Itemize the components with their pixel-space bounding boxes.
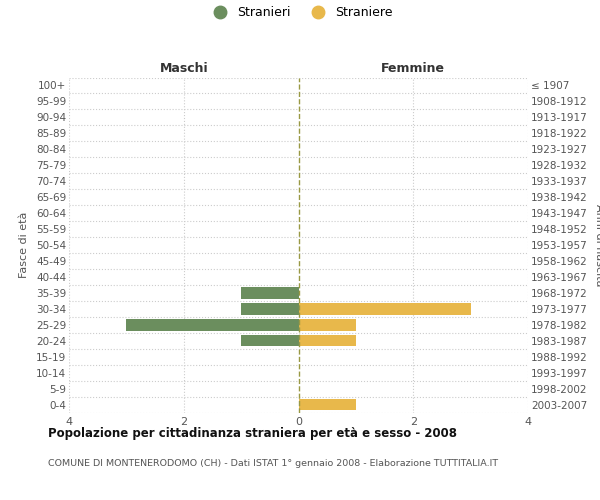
Y-axis label: Anni di nascita: Anni di nascita xyxy=(595,204,600,286)
Bar xyxy=(299,399,356,410)
Legend: Stranieri, Straniere: Stranieri, Straniere xyxy=(202,1,398,24)
Bar xyxy=(241,303,299,314)
Text: COMUNE DI MONTENERODOMO (CH) - Dati ISTAT 1° gennaio 2008 - Elaborazione TUTTITA: COMUNE DI MONTENERODOMO (CH) - Dati ISTA… xyxy=(48,459,498,468)
Bar xyxy=(241,287,299,298)
Text: Popolazione per cittadinanza straniera per età e sesso - 2008: Popolazione per cittadinanza straniera p… xyxy=(48,428,457,440)
Y-axis label: Fasce di età: Fasce di età xyxy=(19,212,29,278)
Bar xyxy=(127,319,299,330)
Bar xyxy=(299,303,470,314)
Text: Maschi: Maschi xyxy=(160,62,208,75)
Bar xyxy=(299,335,356,346)
Text: Femmine: Femmine xyxy=(381,62,445,75)
Bar xyxy=(241,335,299,346)
Bar xyxy=(299,319,356,330)
